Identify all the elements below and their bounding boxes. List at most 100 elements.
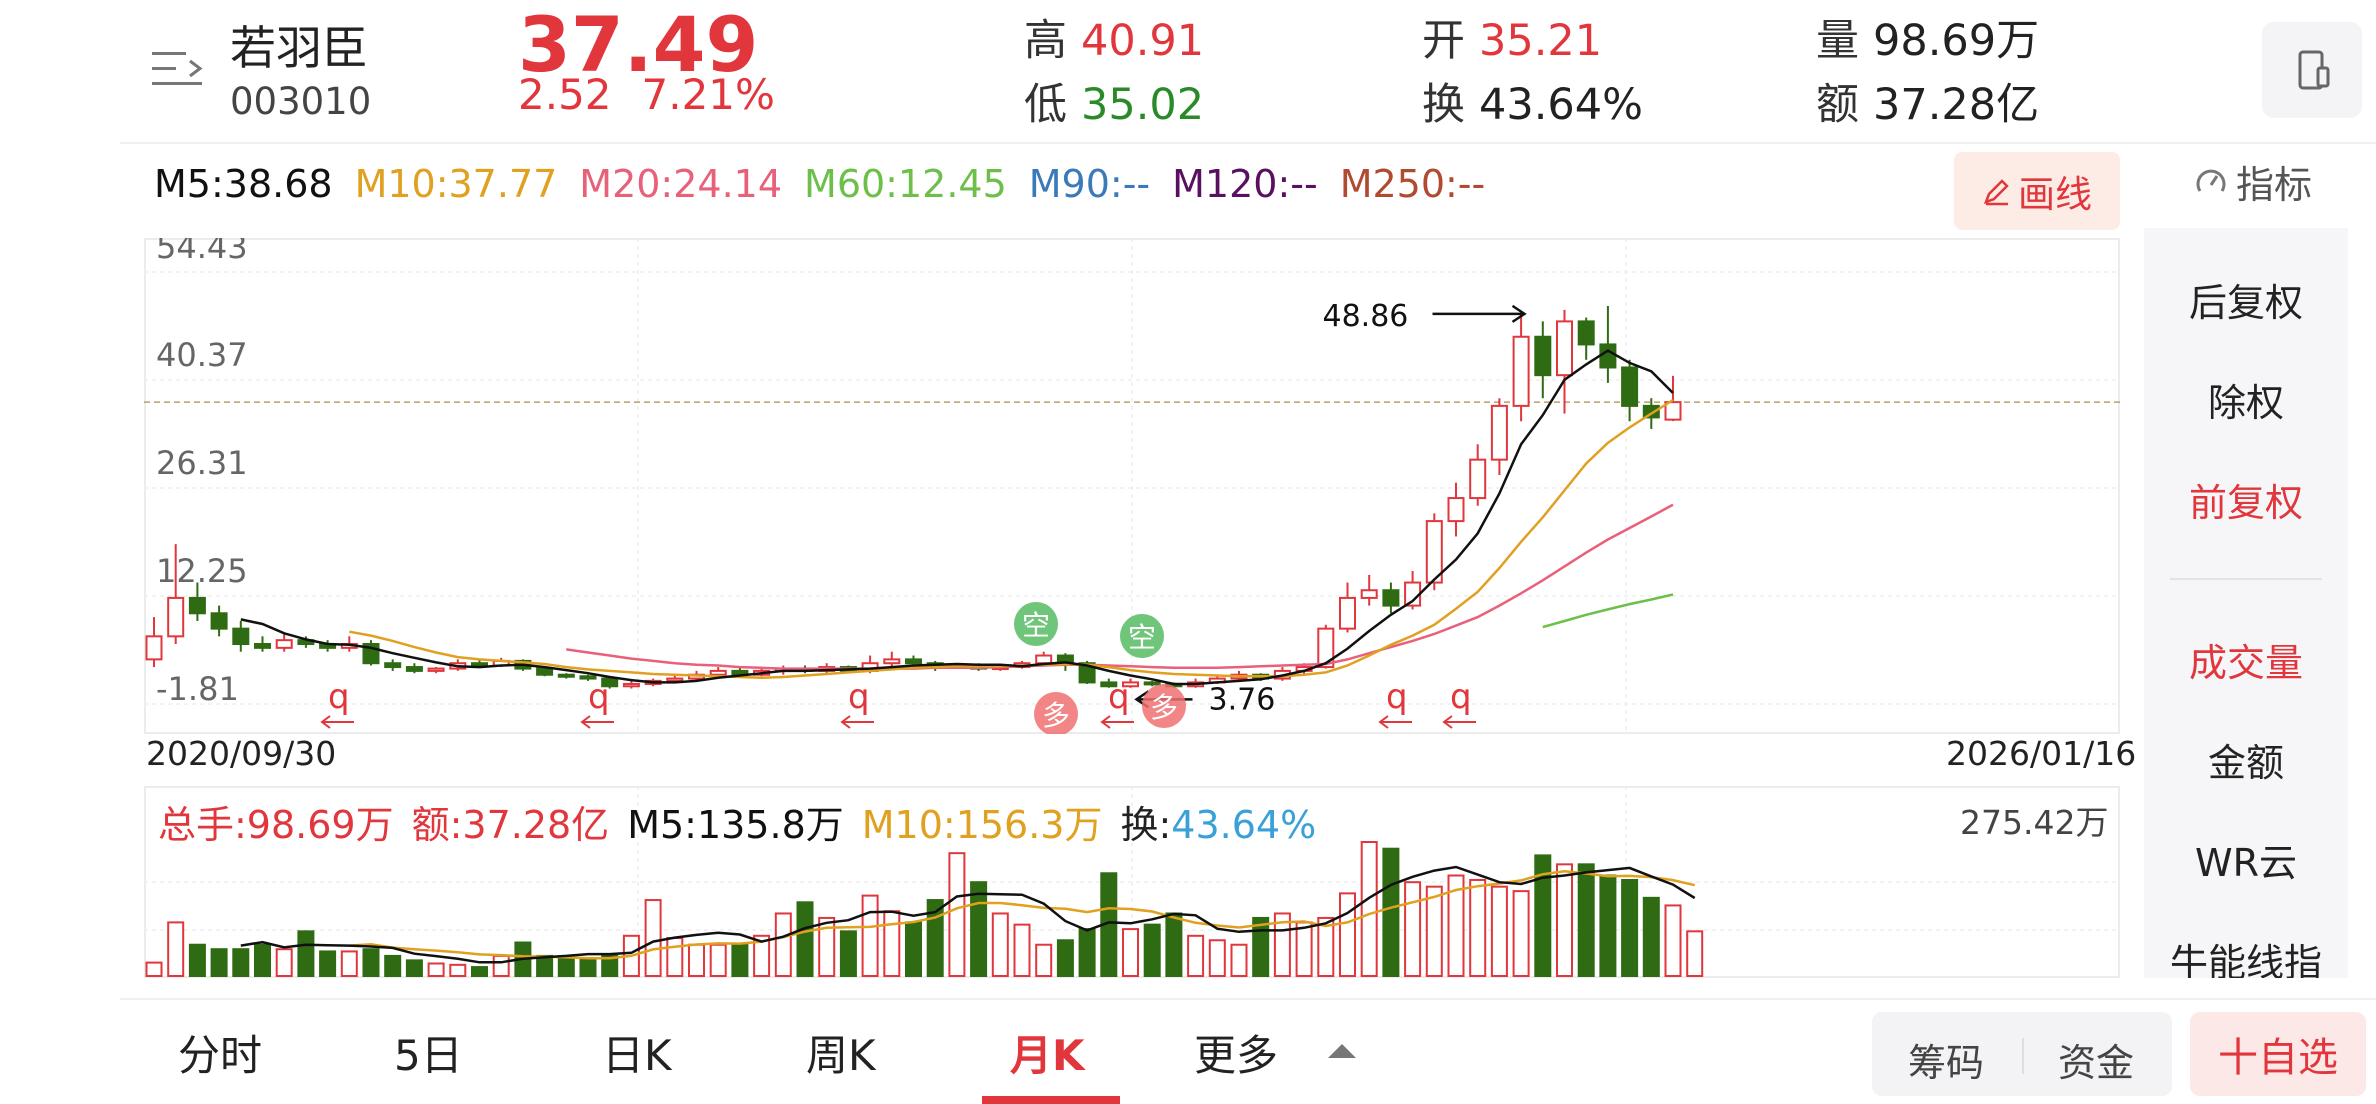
indicator-bull-bear-button[interactable]: 牛能线指: [2169, 941, 2322, 978]
volume-bar[interactable]: [232, 948, 250, 977]
volume-bar[interactable]: [1317, 916, 1335, 977]
candle[interactable]: [1599, 343, 1617, 369]
volume-bar[interactable]: [1534, 854, 1552, 977]
adjust-forward-button[interactable]: 前复权: [2188, 481, 2303, 525]
volume-bar[interactable]: [1404, 881, 1422, 977]
volume-bar[interactable]: [796, 901, 814, 977]
volume-bar[interactable]: [1382, 847, 1400, 978]
funds-button[interactable]: 资金: [2058, 1041, 2135, 1085]
volume-bar[interactable]: [254, 943, 271, 978]
q-marker[interactable]: q: [1378, 677, 1412, 729]
candle[interactable]: [427, 667, 445, 672]
candle[interactable]: [167, 596, 185, 638]
volume-bar[interactable]: [601, 954, 619, 977]
indicator-wr-button[interactable]: WR云: [2195, 841, 2297, 885]
volume-bar[interactable]: [1664, 904, 1682, 977]
volume-bar[interactable]: [709, 943, 727, 978]
tab-monthly-k[interactable]: 月K: [1010, 1031, 1085, 1080]
volume-bar[interactable]: [275, 948, 293, 977]
device-toggle-button[interactable]: [2262, 22, 2362, 118]
candle[interactable]: [1577, 320, 1595, 346]
volume-bar[interactable]: [340, 950, 358, 977]
candle[interactable]: [1469, 458, 1487, 500]
q-marker[interactable]: q: [1100, 677, 1134, 729]
volume-bar[interactable]: [1230, 943, 1248, 978]
tab-5day[interactable]: 5日: [394, 1031, 463, 1080]
volume-bar[interactable]: [839, 930, 857, 977]
short-signal-marker[interactable]: [1014, 602, 1058, 646]
volume-bar[interactable]: [492, 954, 510, 977]
candle[interactable]: [1122, 681, 1139, 688]
volume-bar[interactable]: [644, 899, 662, 977]
candle[interactable]: [1339, 596, 1356, 630]
long-signal-marker[interactable]: [1142, 684, 1186, 728]
candle[interactable]: [384, 662, 402, 669]
candle[interactable]: [1425, 520, 1443, 584]
volume-bar[interactable]: [991, 912, 1009, 977]
tab-weekly-k[interactable]: 周K: [806, 1031, 876, 1080]
volume-bar[interactable]: [1035, 943, 1053, 978]
candle[interactable]: [709, 669, 727, 676]
volume-bar[interactable]: [557, 957, 575, 977]
volume-bar[interactable]: [1056, 939, 1074, 977]
volume-bar[interactable]: [427, 962, 445, 977]
candle[interactable]: [557, 673, 575, 678]
volume-bar[interactable]: [1122, 928, 1139, 978]
volume-bar[interactable]: [579, 957, 597, 977]
candle[interactable]: [883, 658, 901, 665]
volume-bar[interactable]: [1642, 896, 1660, 977]
volume-bar[interactable]: [1165, 912, 1183, 977]
volume-bar[interactable]: [1686, 930, 1704, 977]
candle[interactable]: [1642, 404, 1660, 419]
caret-up-icon[interactable]: [1328, 1044, 1356, 1058]
candle[interactable]: [210, 612, 228, 630]
volume-bar[interactable]: [1252, 916, 1270, 977]
chips-button[interactable]: 筹码: [1908, 1041, 1985, 1085]
candle[interactable]: [1035, 654, 1053, 665]
volume-bar[interactable]: [731, 943, 749, 978]
volume-bar[interactable]: [970, 881, 988, 977]
volume-bar[interactable]: [1469, 878, 1487, 977]
volume-bar[interactable]: [362, 948, 380, 977]
candle[interactable]: [1078, 662, 1096, 684]
candle[interactable]: [1534, 335, 1552, 377]
candle[interactable]: [275, 639, 293, 649]
volume-bar[interactable]: [449, 963, 467, 977]
q-marker[interactable]: q: [580, 677, 614, 729]
candle[interactable]: [405, 666, 423, 672]
candle[interactable]: [232, 627, 250, 646]
candle[interactable]: [1556, 320, 1573, 377]
volume-bar[interactable]: [1599, 874, 1617, 977]
volume-bar[interactable]: [1295, 921, 1313, 977]
candle[interactable]: [1512, 335, 1530, 407]
volume-chart[interactable]: [144, 786, 2120, 978]
volume-bar[interactable]: [1013, 923, 1031, 977]
indicator-volume-button[interactable]: 成交量: [2188, 641, 2303, 685]
candle[interactable]: [1360, 589, 1378, 599]
adjust-backward-button[interactable]: 后复权: [2188, 281, 2303, 325]
volume-bar[interactable]: [536, 954, 554, 977]
volume-bar[interactable]: [1621, 878, 1639, 977]
volume-bar[interactable]: [948, 852, 966, 977]
candle[interactable]: [1490, 404, 1508, 461]
volume-bar[interactable]: [905, 921, 922, 977]
volume-bar[interactable]: [688, 943, 705, 978]
indicator-button[interactable]: 指标: [2194, 154, 2312, 209]
candle[interactable]: [666, 677, 684, 682]
volume-bar[interactable]: [167, 921, 185, 977]
candle[interactable]: [579, 675, 597, 680]
volume-bar[interactable]: [297, 930, 315, 977]
draw-line-button[interactable]: 画线: [1954, 152, 2120, 230]
volume-bar[interactable]: [1208, 939, 1226, 977]
tab-daily-k[interactable]: 日K: [602, 1031, 672, 1080]
volume-bar[interactable]: [210, 948, 228, 977]
tab-more[interactable]: 更多: [1194, 1031, 1279, 1080]
q-marker[interactable]: q: [840, 677, 874, 729]
volume-bar[interactable]: [774, 912, 792, 977]
volume-bar[interactable]: [319, 950, 337, 977]
volume-bar[interactable]: [1078, 928, 1096, 978]
volume-bar[interactable]: [405, 959, 423, 978]
volume-bar[interactable]: [1512, 890, 1530, 977]
volume-bar[interactable]: [384, 954, 402, 977]
volume-bar[interactable]: [1339, 892, 1356, 977]
